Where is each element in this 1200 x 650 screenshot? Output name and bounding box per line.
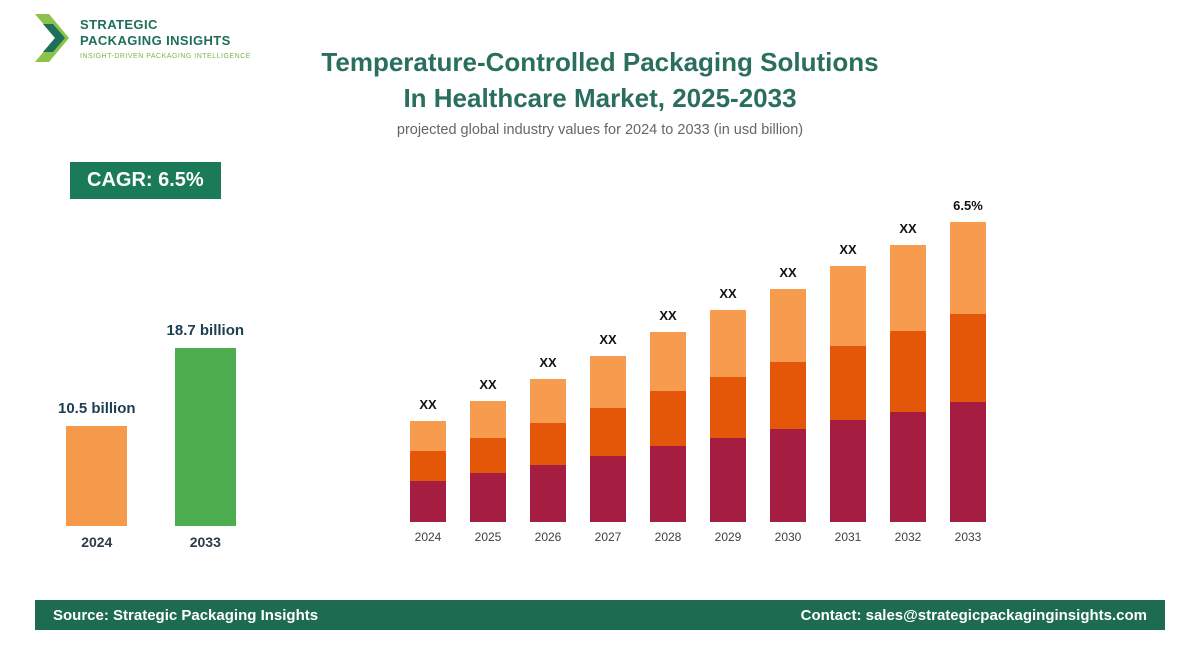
x-axis-label: 2026 <box>534 529 562 544</box>
comparison-chart-bars: 10.5 billion 2024 18.7 billion 2033 <box>58 322 244 550</box>
stacked-bar-segment-top <box>650 332 686 391</box>
stacked-bar-segment-middle <box>770 361 806 429</box>
bar-top-label: XX <box>779 265 797 281</box>
stacked-bar-segment-top <box>890 245 926 332</box>
bar-top-label: XX <box>659 308 677 324</box>
stacked-bar-group: XX 2026 <box>530 355 566 544</box>
stacked-bar-segment-middle <box>410 450 446 481</box>
stacked-bar-group: XX 2029 <box>710 286 746 544</box>
x-axis-label: 2031 <box>834 529 862 544</box>
logo-tagline: INSIGHT-DRIVEN PACKAGING INTELLIGENCE <box>80 53 251 60</box>
logo-line2: PACKAGING INSIGHTS <box>80 33 231 48</box>
x-axis-label: 2027 <box>594 529 622 544</box>
stacked-bar-group: XX 2024 <box>410 397 446 544</box>
bar-top-label: XX <box>599 332 617 348</box>
comparison-bar-group: 18.7 billion 2033 <box>167 322 245 550</box>
stacked-bar-segment-middle <box>890 331 926 412</box>
stacked-bar-group: XX 2030 <box>770 265 806 544</box>
stacked-bar-segment-top <box>770 289 806 362</box>
x-axis-label: 2032 <box>894 529 922 544</box>
stacked-bar <box>890 245 926 522</box>
stacked-bar-group: XX 2028 <box>650 308 686 544</box>
bar-top-label: XX <box>479 376 497 392</box>
stacked-bar-segment-middle <box>650 390 686 446</box>
stacked-bar-segment-middle <box>830 345 866 420</box>
stacked-bar-segment-middle <box>530 422 566 465</box>
bar-top-label: 6.5% <box>953 198 983 213</box>
stacked-bar-segment-top <box>530 378 566 423</box>
comparison-bar <box>174 348 236 526</box>
stacked-bar-segment-bottom <box>890 411 926 522</box>
bar-top-label: XX <box>419 396 437 412</box>
bar-top-label: XX <box>839 242 857 258</box>
stacked-bar-segment-bottom <box>770 428 806 522</box>
stacked-chart-bars: XX 2024 XX 2025 XX 2026 XX 2027 XX 2028 XX 2029 XX 20… <box>410 198 986 544</box>
cagr-badge: CAGR: 6.5% <box>70 162 221 199</box>
stacked-bar-group: XX 2027 <box>590 332 626 544</box>
stacked-bar <box>470 400 506 522</box>
brand-logo: STRATEGIC PACKAGING INSIGHTS INSIGHT-DRI… <box>35 14 251 67</box>
bar-value-label: 10.5 billion <box>58 400 136 417</box>
stacked-bar-segment-bottom <box>710 437 746 522</box>
stacked-bar-segment-bottom <box>830 419 866 522</box>
projection-chart: XX 2024 XX 2025 XX 2026 XX 2027 XX 2028 XX 2029 XX 20… <box>410 198 986 544</box>
footer-contact: Contact: sales@strategicpackaginginsight… <box>800 606 1147 624</box>
comparison-bar-group: 10.5 billion 2024 <box>58 400 136 550</box>
bar-top-label: XX <box>539 354 557 370</box>
x-axis-label: 2030 <box>774 529 802 544</box>
x-axis-label: 2024 <box>81 534 113 550</box>
stacked-bar <box>710 310 746 522</box>
comparison-chart: 10.5 billion 2024 18.7 billion 2033 <box>58 322 244 550</box>
stacked-bar <box>530 378 566 522</box>
x-axis-label: 2033 <box>189 534 221 550</box>
stacked-bar-segment-bottom <box>470 472 506 522</box>
stacked-bar-segment-bottom <box>590 455 626 522</box>
stacked-bar-segment-middle <box>710 376 746 438</box>
x-axis-label: 2024 <box>414 529 442 544</box>
stacked-bar-segment-bottom <box>410 480 446 522</box>
stacked-bar-segment-middle <box>590 407 626 456</box>
stacked-bar-group: XX 2032 <box>890 221 926 544</box>
stacked-bar-segment-bottom <box>650 445 686 522</box>
comparison-bar <box>66 426 128 526</box>
stacked-bar <box>950 222 986 522</box>
stacked-bar-segment-middle <box>950 314 986 402</box>
stacked-bar <box>410 420 446 522</box>
stacked-bar <box>830 266 866 522</box>
stacked-bar-group: 6.5% 2033 <box>950 198 986 544</box>
logo-line1: STRATEGIC <box>80 17 158 32</box>
stacked-bar-group: XX 2025 <box>470 377 506 544</box>
page-title-line1: Temperature-Controlled Packaging Solutio… <box>321 47 879 77</box>
stacked-bar-segment-top <box>710 310 746 377</box>
page-title-line2: In Healthcare Market, 2025-2033 <box>403 83 797 113</box>
stacked-bar-segment-top <box>470 400 506 438</box>
x-axis-label: 2028 <box>654 529 682 544</box>
x-axis-label: 2029 <box>714 529 742 544</box>
stacked-bar <box>770 289 806 522</box>
bar-top-label: XX <box>719 286 737 302</box>
page-subtitle: projected global industry values for 202… <box>396 122 804 138</box>
logo-text: STRATEGIC PACKAGING INSIGHTS INSIGHT-DRI… <box>80 14 251 60</box>
footer-source: Source: Strategic Packaging Insights <box>53 606 319 624</box>
stacked-bar-segment-top <box>830 266 866 346</box>
stacked-bar-group: XX 2031 <box>830 242 866 544</box>
stacked-bar-segment-bottom <box>530 464 566 522</box>
stacked-bar-segment-bottom <box>950 401 986 522</box>
bar-top-label: XX <box>899 221 917 236</box>
stacked-bar-segment-top <box>410 420 446 451</box>
stacked-bar <box>590 356 626 522</box>
stacked-bar <box>650 332 686 522</box>
x-axis-label: 2033 <box>954 529 982 544</box>
stacked-bar-segment-top <box>950 222 986 315</box>
bar-value-label: 18.7 billion <box>166 322 245 339</box>
stacked-bar-segment-middle <box>470 437 506 473</box>
x-axis-label: 2025 <box>474 529 502 544</box>
logo-chevron-icon <box>35 14 71 67</box>
header: Temperature-Controlled Packaging Solutio… <box>0 44 1200 138</box>
stacked-bar-segment-top <box>590 356 626 408</box>
footer-bar: Source: Strategic Packaging Insights Con… <box>35 600 1165 630</box>
